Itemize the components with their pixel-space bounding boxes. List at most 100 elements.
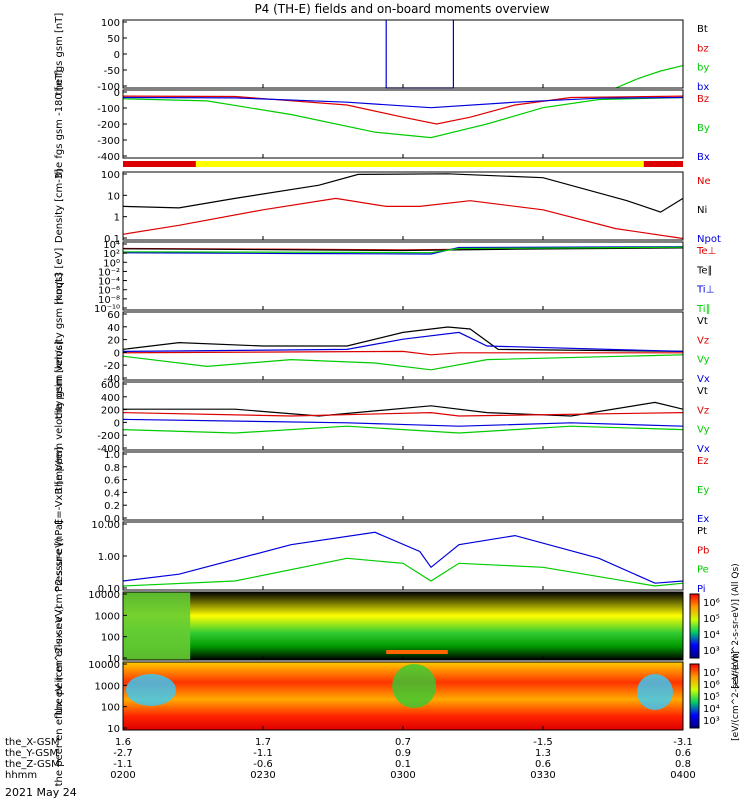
legend-Ni: Ni	[697, 205, 707, 216]
bottom-column-value: 0230	[250, 770, 275, 781]
legend-bx: bx	[697, 82, 709, 93]
y-tick-label: 10	[107, 191, 120, 202]
series-Ti⊥-line	[122, 246, 684, 255]
series-Vy-line	[122, 354, 684, 371]
y-tick-label: 100	[101, 18, 120, 29]
y-tick-label: 0.1	[104, 234, 120, 245]
bottom-column-value: 0.7	[395, 737, 411, 748]
y-tick-label: 1000	[95, 611, 120, 622]
legend-Te⊥: Te⊥	[696, 246, 716, 257]
legend-Ez: Ez	[697, 456, 709, 467]
bottom-column-value: -1.5	[533, 737, 553, 748]
series-Bz-line	[122, 95, 684, 125]
bottom-column-value: 1.7	[255, 737, 271, 748]
y-tick-label: 0.6	[104, 476, 120, 487]
bottom-column-value: 0.1	[395, 759, 411, 770]
series-Vx-line	[122, 418, 684, 427]
panel-frame	[122, 521, 684, 591]
legend-Vt: Vt	[697, 386, 708, 397]
y-tick-label: 1000	[95, 681, 120, 692]
spectrogram	[123, 592, 683, 660]
legend-Vt: Vt	[697, 316, 708, 327]
bottom-axis: the_X-GSMthe_Y-GSMthe_Z-GSMhhmm1.6-2.7-1…	[5, 737, 696, 781]
y-tick-label: 10²	[103, 249, 120, 260]
spectrogram-feature	[386, 650, 448, 654]
bottom-row-label: hhmm	[5, 770, 37, 781]
y-tick-label: 0.4	[104, 488, 120, 499]
legend-Vy: Vy	[697, 425, 710, 436]
series-Vt-line	[122, 326, 684, 352]
legend-bz: bz	[697, 43, 709, 54]
bottom-column-value: 0.9	[395, 748, 411, 759]
y-tick-label: 400	[101, 393, 120, 404]
colorbar-tick-label: 10⁵	[703, 614, 720, 625]
panel-8: Pt Pb Pe Pi 10.00 1.00 0.10 Pressure [nPa]	[54, 520, 709, 595]
date-label: 2021 May 24	[5, 786, 77, 799]
bottom-column-value: 0300	[390, 770, 415, 781]
y-tick-label: -100	[97, 82, 120, 93]
y-tick-label: 40	[107, 323, 120, 334]
legend-Bx: Bx	[697, 152, 710, 163]
panel-7: Ez Ey Ex 1.0 0.8 0.60.4 0.2 0.0 E=-VxB [mV/m]	[54, 447, 709, 525]
spectrogram-feature	[123, 592, 191, 660]
bottom-column-value: 0.6	[535, 759, 551, 770]
series-Pi-line	[122, 531, 684, 584]
bottom-column-value: 0200	[110, 770, 135, 781]
y-tick-label: 10⁻⁸	[98, 295, 120, 306]
bottom-column-value: -2.7	[113, 748, 133, 759]
y-tick-label: 1	[114, 213, 120, 224]
series-Vz-line	[122, 411, 684, 417]
legend-Pt: Pt	[697, 526, 707, 537]
colorbar	[689, 593, 700, 659]
series-bx-line	[385, 20, 454, 89]
y-tick-label: -20	[104, 361, 120, 372]
y-tick-label: -100	[97, 104, 120, 115]
panel-frame	[122, 89, 684, 159]
y-axis-label: E=-VxB [mV/m]	[54, 447, 65, 525]
y-axis-label: the peer en eflux eV (cm^2-s-sr-eV)	[54, 606, 65, 787]
colorbar-tick-label: 10⁷	[703, 668, 720, 679]
y-tick-label: 0	[114, 88, 120, 99]
y-tick-label: 0	[114, 348, 120, 359]
y-tick-label: 10⁻⁶	[98, 286, 120, 297]
series-Ti∥-line	[122, 246, 684, 254]
y-tick-label: 100	[101, 633, 120, 644]
bottom-column-value: 1.3	[535, 748, 551, 759]
y-tick-label: -300	[97, 136, 120, 147]
colorbar-tick-label: 10⁴	[703, 704, 720, 715]
y-tick-label: 200	[101, 406, 120, 417]
series-Vy-line	[122, 425, 684, 434]
bottom-column-value: -3.1	[673, 737, 693, 748]
y-tick-label: 1.00	[98, 552, 120, 563]
bottom-row-label: the_X-GSM	[5, 737, 59, 748]
colorbar-tick-label: 10³	[703, 716, 720, 727]
series-Pe-line	[122, 557, 684, 587]
y-tick-label: -200	[97, 120, 120, 131]
legend-Vx: Vx	[697, 374, 710, 385]
y-tick-label: 50	[107, 34, 120, 45]
legend-Bt: Bt	[697, 24, 708, 35]
legend-by: by	[697, 63, 709, 74]
legend-Pe: Pe	[697, 565, 709, 576]
legend-Ne: Ne	[697, 176, 711, 187]
legend-Pb: Pb	[697, 545, 709, 556]
y-tick-label: 10000	[88, 660, 120, 671]
series-Vx-line	[122, 331, 684, 352]
legend-Pi: Pi	[697, 584, 706, 595]
panel-frame	[122, 311, 684, 381]
bottom-column-value: 0.6	[675, 748, 691, 759]
y-tick-label: 10⁻⁴	[98, 277, 120, 288]
bottom-column-value: -1.1	[113, 759, 133, 770]
y-tick-label: 0.0	[104, 514, 120, 525]
y-tick-label: 10000	[88, 590, 120, 601]
colorbar-label: [eV/(cm^2-s-sr-eV)]	[731, 651, 741, 741]
legend-Vz: Vz	[697, 335, 709, 346]
legend-Npot: Npot	[697, 234, 721, 245]
panel-1: Bt bz by bx 100 50 0 -50 -100 the fgs gsm [nT]	[54, 13, 709, 96]
colorbar-tick-label: 10³	[703, 646, 720, 657]
y-axis-label: the fgs gsm -180 [nT]	[54, 70, 65, 179]
y-axis-label: moqt3 [eV]	[54, 248, 65, 305]
bottom-row-label: the_Y-GSM	[5, 748, 58, 759]
